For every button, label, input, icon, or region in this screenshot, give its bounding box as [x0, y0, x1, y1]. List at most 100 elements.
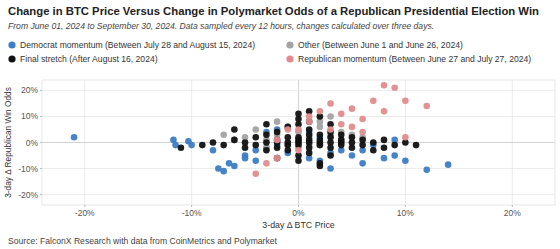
point	[242, 155, 249, 162]
point	[274, 155, 281, 162]
point	[306, 113, 313, 120]
point	[317, 142, 324, 149]
point	[295, 134, 302, 141]
y-tick-label: -20%	[18, 190, 38, 200]
y-axis-title: 3-day Δ Republican Win Odds	[3, 87, 13, 198]
point	[263, 147, 270, 154]
x-tick-label: -10%	[182, 208, 202, 218]
point	[285, 147, 292, 154]
point	[349, 152, 356, 159]
legend-entry: Final stretch (After August 16, 2024)	[8, 54, 157, 64]
point	[306, 150, 313, 157]
point	[274, 155, 281, 162]
point	[391, 152, 398, 159]
point	[317, 142, 324, 149]
x-tick	[298, 205, 299, 207]
point	[445, 161, 452, 168]
x-tick-label: 0%	[292, 208, 305, 218]
point	[317, 163, 324, 170]
x-tick	[512, 205, 513, 207]
y-tick-label: 0%	[26, 138, 39, 148]
y-tick-label: 20%	[21, 85, 38, 95]
point	[370, 147, 377, 154]
point	[263, 121, 270, 128]
series	[252, 82, 430, 177]
y-grid-line	[42, 194, 555, 195]
point	[327, 113, 334, 120]
point	[381, 144, 388, 151]
y-tick	[40, 168, 42, 169]
point	[391, 142, 398, 149]
point	[359, 137, 366, 144]
source: Source: FalconX Research with data from …	[8, 236, 278, 246]
point	[317, 131, 324, 138]
point	[359, 116, 366, 123]
point	[178, 144, 185, 151]
chart: Change in BTC Price Versus Change in Pol…	[0, 0, 560, 249]
point	[263, 131, 270, 138]
point	[263, 139, 270, 146]
legend-entry: Republican momentum (Between June 27 and…	[286, 54, 531, 64]
point	[370, 139, 377, 146]
point	[210, 139, 217, 146]
point	[402, 134, 409, 141]
point	[381, 137, 388, 144]
legend-marker	[286, 41, 293, 48]
point	[199, 142, 206, 149]
point	[263, 160, 270, 167]
point	[349, 144, 356, 151]
point	[338, 111, 345, 118]
y-tick	[40, 90, 42, 91]
legend-label: Republican momentum (Between June 27 and…	[298, 54, 531, 64]
legend-entry: Democrat momentum (Between July 28 and A…	[8, 40, 255, 50]
plot-frame	[42, 80, 555, 205]
point	[231, 137, 238, 144]
point	[71, 134, 78, 141]
point	[274, 144, 281, 151]
point	[327, 152, 334, 159]
point	[252, 170, 259, 177]
point	[285, 126, 292, 133]
x-tick	[84, 205, 85, 207]
point	[327, 144, 334, 151]
point	[188, 142, 195, 149]
legend-marker	[8, 41, 15, 48]
point	[423, 167, 430, 174]
x-tick	[405, 205, 406, 207]
point	[413, 142, 420, 149]
x-tick	[191, 205, 192, 207]
point	[381, 82, 388, 89]
point	[295, 147, 302, 154]
point	[317, 108, 324, 115]
point	[252, 134, 259, 141]
x-tick-label: -20%	[75, 208, 95, 218]
point	[274, 137, 281, 144]
point	[423, 103, 430, 110]
point	[338, 131, 345, 138]
point	[295, 126, 302, 133]
point	[252, 142, 259, 149]
points	[71, 82, 452, 177]
y-tick-label: -10%	[18, 164, 38, 174]
point	[210, 147, 217, 154]
point	[349, 124, 356, 131]
point	[349, 105, 356, 112]
series	[71, 126, 452, 174]
point	[295, 111, 302, 118]
point	[220, 142, 227, 149]
point	[327, 126, 334, 133]
point	[242, 144, 249, 151]
point	[381, 108, 388, 115]
grid	[42, 80, 555, 205]
point	[220, 168, 227, 175]
point	[349, 134, 356, 141]
legend-entry: Other (Between June 1 and June 26, 2024)	[286, 40, 463, 50]
point	[359, 129, 366, 136]
subtitle: From June 01, 2024 to September 30, 2024…	[8, 21, 434, 31]
point	[370, 98, 377, 105]
point	[252, 126, 259, 133]
y-tick-label: 10%	[21, 111, 38, 121]
point	[338, 121, 345, 128]
point	[231, 137, 238, 144]
x-axis-title: 3-day Δ BTC Price	[262, 220, 334, 230]
